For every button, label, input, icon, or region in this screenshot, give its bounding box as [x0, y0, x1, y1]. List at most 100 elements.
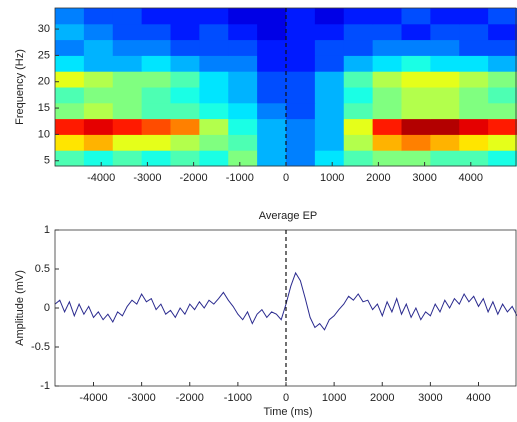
- y-tick-label: 25: [38, 49, 50, 61]
- heat-cell: [314, 8, 345, 25]
- heat-cell: [372, 8, 402, 25]
- y-tick-label: -0.5: [31, 341, 50, 353]
- heat-cell: [141, 102, 171, 120]
- heat-cell: [170, 118, 200, 135]
- heat-cell: [430, 23, 460, 41]
- heat-cell: [286, 87, 316, 104]
- heat-cell: [401, 55, 431, 72]
- heat-cell: [459, 134, 489, 151]
- x-tick-label: 2000: [366, 172, 390, 184]
- x-tick-label: -1000: [224, 392, 252, 404]
- heat-cell: [112, 134, 143, 151]
- heat-cell: [343, 150, 374, 167]
- heat-cell: [430, 102, 460, 120]
- y-tick-label: 20: [38, 76, 50, 88]
- heat-cell: [141, 39, 171, 56]
- heat-cell: [55, 87, 85, 104]
- heat-cell: [199, 118, 229, 135]
- heat-cell: [83, 71, 114, 88]
- heat-cell: [459, 55, 489, 72]
- heat-cell: [199, 87, 229, 104]
- x-tick-label: -2000: [176, 392, 204, 404]
- heat-cell: [372, 118, 402, 135]
- heat-cell: [112, 71, 143, 88]
- heat-cell: [83, 39, 114, 56]
- heat-cell: [430, 118, 460, 135]
- heat-cell: [55, 71, 85, 88]
- heat-cell: [257, 87, 287, 104]
- heat-cell: [372, 39, 402, 56]
- x-tick-label: -4000: [79, 392, 107, 404]
- x-tick-label: -2000: [180, 172, 208, 184]
- heat-cell: [286, 134, 316, 151]
- heat-cell: [459, 39, 489, 56]
- heat-cell: [112, 150, 143, 167]
- heat-cell: [286, 55, 316, 72]
- heat-cell: [401, 150, 431, 167]
- heat-cell: [112, 23, 143, 41]
- heat-cell: [83, 102, 114, 120]
- heat-cell: [343, 55, 374, 72]
- line: [54, 271, 517, 331]
- heat-cell: [286, 102, 316, 120]
- heat-cell: [170, 150, 200, 167]
- x-tick-label: 3000: [412, 172, 436, 184]
- heat-cell: [314, 39, 345, 56]
- heat-cell: [343, 102, 374, 120]
- heat-cell: [199, 150, 229, 167]
- heat-cell: [228, 87, 258, 104]
- heat-cell: [488, 150, 517, 167]
- heat-cell: [141, 150, 171, 167]
- heat-cell: [430, 8, 460, 25]
- heat-cell: [401, 8, 431, 25]
- heat-cell: [343, 8, 374, 25]
- heat-cell: [488, 102, 517, 120]
- heat-cell: [314, 102, 345, 120]
- y-tick-label: 1: [44, 224, 50, 236]
- heat-cell: [488, 71, 517, 88]
- heat-cell: [170, 134, 200, 151]
- x-tick-label: 1000: [322, 392, 346, 404]
- y-tick-label: 0: [44, 302, 50, 314]
- heat-cell: [170, 71, 200, 88]
- heat-cell: [459, 8, 489, 25]
- heat-cell: [83, 23, 114, 41]
- heat-cell: [286, 39, 316, 56]
- x-tick-label: 3000: [418, 392, 442, 404]
- heat-cell: [83, 55, 114, 72]
- heat-cell: [55, 39, 85, 56]
- heat-cell: [112, 39, 143, 56]
- heat-cell: [55, 23, 85, 41]
- heat-cell: [228, 134, 258, 151]
- heat-cell: [314, 55, 345, 72]
- heat-cell: [199, 71, 229, 88]
- heat-cell: [343, 23, 374, 41]
- heat-cell: [83, 134, 114, 151]
- heat-cell: [257, 102, 287, 120]
- y-tick-label: 15: [38, 102, 50, 114]
- heat-cell: [372, 87, 402, 104]
- heat-cell: [343, 87, 374, 104]
- heat-cell: [314, 150, 345, 167]
- heat-cell: [488, 23, 517, 41]
- heat-cell: [401, 39, 431, 56]
- heat-cell: [112, 102, 143, 120]
- heat-cell: [228, 118, 258, 135]
- heat-cell: [372, 134, 402, 151]
- heat-cell: [83, 87, 114, 104]
- heat-cell: [343, 118, 374, 135]
- x-tick-label: 0: [283, 392, 289, 404]
- heat-cell: [141, 134, 171, 151]
- heat-cell: [257, 150, 287, 167]
- y-tick-label: 5: [44, 155, 50, 167]
- heat-cell: [83, 118, 114, 135]
- heat-cell: [199, 8, 229, 25]
- heat-cell: [459, 102, 489, 120]
- heat-cell: [430, 39, 460, 56]
- heat-cell: [170, 55, 200, 72]
- heat-cell: [112, 8, 143, 25]
- heat-cell: [488, 8, 517, 25]
- x-tick-label: -4000: [87, 172, 115, 184]
- heat-cell: [286, 8, 316, 25]
